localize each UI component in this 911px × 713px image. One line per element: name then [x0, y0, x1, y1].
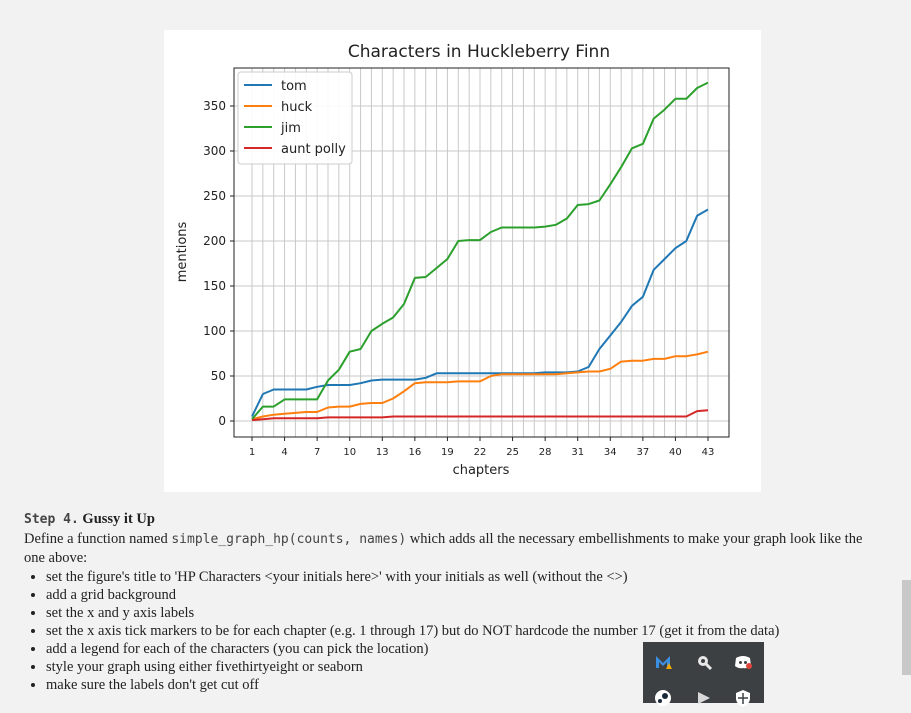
y-tick-label: 200: [203, 234, 226, 248]
x-tick-label: 31: [571, 447, 584, 458]
network-icon[interactable]: [694, 688, 714, 708]
x-tick-label: 43: [702, 447, 715, 458]
x-ticks: 1 4 7 10 13 16 19 22 25 28 31 34 37 40 43: [249, 437, 715, 458]
steam-icon[interactable]: [653, 688, 673, 708]
security-icon[interactable]: [733, 688, 753, 708]
scrollbar-thumb[interactable]: [902, 580, 911, 675]
y-tick-label: 350: [203, 99, 226, 113]
y-tick-label: 250: [203, 189, 226, 203]
chart-card: Characters in Huckleberry Finn 1 4 7 10 13 16…: [164, 30, 761, 492]
y-axis-label: mentions: [175, 221, 190, 282]
list-item: set the x axis tick markers to be for ea…: [46, 622, 884, 640]
function-signature: simple_graph_hp(counts, names): [171, 532, 407, 547]
x-tick-label: 19: [441, 447, 454, 458]
x-tick-label: 13: [376, 447, 389, 458]
intro-text-before: Define a function named: [24, 531, 172, 547]
chart-title: Characters in Huckleberry Finn: [348, 42, 610, 62]
list-item: set the figure's title to 'HP Characters…: [46, 568, 884, 586]
malwarebytes-icon[interactable]: [653, 652, 673, 672]
line-chart: Characters in Huckleberry Finn 1 4 7 10 13 16…: [175, 42, 730, 478]
x-tick-label: 37: [636, 447, 649, 458]
legend-label: tom: [281, 79, 307, 94]
requirements-list: set the figure's title to 'HP Characters…: [24, 568, 884, 694]
series-line-huck: [251, 350, 709, 421]
y-tick-label: 100: [203, 324, 226, 338]
system-tray-popup: [643, 642, 764, 707]
x-axis-label: chapters: [453, 463, 510, 478]
series-line-jim: [251, 81, 709, 420]
intro-text-after: which adds all the necessary embellishme…: [24, 531, 863, 566]
step-intro: Define a function named simple_graph_hp(…: [24, 530, 884, 567]
legend-box: [237, 71, 353, 165]
step-title: Gussy it Up: [82, 511, 155, 527]
legend: tom huck jim aunt polly: [237, 71, 353, 165]
x-tick-label: 16: [408, 447, 421, 458]
legend-label: huck: [281, 100, 313, 115]
legend-label: aunt polly: [281, 142, 346, 157]
y-tick-label: 50: [211, 369, 226, 383]
x-tick-label: 4: [281, 447, 287, 458]
list-item: add a grid background: [46, 586, 884, 604]
x-tick-label: 40: [669, 447, 682, 458]
y-tick-label: 0: [218, 414, 226, 428]
list-item: style your graph using either fivethirty…: [46, 658, 884, 676]
x-tick-label: 28: [539, 447, 552, 458]
x-tick-label: 7: [314, 447, 320, 458]
x-tick-label: 10: [343, 447, 356, 458]
step-label: Step 4.: [24, 512, 79, 527]
list-item: set the x and y axis labels: [46, 604, 884, 622]
instructions: Step 4. Gussy it Up Define a function na…: [24, 510, 884, 694]
list-item: make sure the labels don't get cut off: [46, 676, 884, 694]
tool-icon[interactable]: [694, 652, 714, 672]
y-tick-label: 150: [203, 279, 226, 293]
y-ticks: 0 50 100 150 200 250 300 350: [203, 99, 234, 428]
y-tick-label: 300: [203, 144, 226, 158]
discord-icon[interactable]: [733, 652, 753, 672]
series-lines: [251, 81, 709, 422]
plot-frame: [233, 67, 730, 438]
series-line-aunt-polly: [251, 409, 709, 422]
x-tick-label: 22: [474, 447, 487, 458]
series-line-tom: [251, 208, 709, 417]
x-tick-label: 34: [604, 447, 617, 458]
list-item: add a legend for each of the characters …: [46, 640, 884, 658]
legend-label: jim: [280, 121, 301, 136]
x-tick-label: 25: [506, 447, 519, 458]
step-heading: Step 4. Gussy it Up: [24, 510, 884, 529]
x-tick-label: 1: [249, 447, 255, 458]
